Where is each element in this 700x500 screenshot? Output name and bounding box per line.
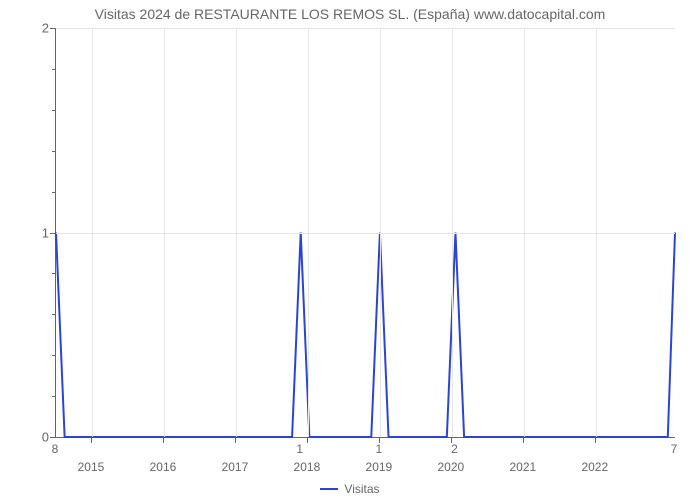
y-minor-tick — [52, 355, 55, 356]
y-tick-label: 2 — [9, 21, 49, 36]
data-point-label: 8 — [52, 442, 59, 456]
legend-label: Visitas — [344, 482, 379, 496]
x-tick-mark — [523, 438, 524, 443]
y-gridline — [56, 233, 675, 234]
y-minor-tick — [52, 192, 55, 193]
chart-title: Visitas 2024 de RESTAURANTE LOS REMOS SL… — [0, 6, 700, 22]
y-tick-mark — [50, 233, 55, 234]
y-minor-tick — [52, 396, 55, 397]
y-minor-tick — [52, 273, 55, 274]
x-tick-label: 2021 — [509, 460, 536, 474]
data-point-label: 1 — [376, 442, 383, 456]
x-tick-mark — [91, 438, 92, 443]
x-tick-label: 2019 — [366, 460, 393, 474]
y-minor-tick — [52, 69, 55, 70]
y-tick-label: 1 — [9, 225, 49, 240]
x-tick-label: 2017 — [222, 460, 249, 474]
y-minor-tick — [52, 110, 55, 111]
x-tick-mark — [307, 438, 308, 443]
x-tick-label: 2015 — [78, 460, 105, 474]
data-point-label: 7 — [671, 442, 678, 456]
x-tick-mark — [235, 438, 236, 443]
data-point-label: 2 — [451, 442, 458, 456]
y-tick-label: 0 — [9, 430, 49, 445]
x-tick-label: 2018 — [294, 460, 321, 474]
chart-container: Visitas 2024 de RESTAURANTE LOS REMOS SL… — [0, 0, 700, 500]
y-tick-mark — [50, 28, 55, 29]
y-minor-tick — [52, 151, 55, 152]
data-point-label: 1 — [296, 442, 303, 456]
x-tick-mark — [595, 438, 596, 443]
x-tick-label: 2020 — [438, 460, 465, 474]
y-tick-mark — [50, 437, 55, 438]
x-tick-label: 2016 — [150, 460, 177, 474]
y-minor-tick — [52, 314, 55, 315]
legend: Visitas — [0, 477, 700, 496]
x-tick-label: 2022 — [581, 460, 608, 474]
x-tick-mark — [163, 438, 164, 443]
y-gridline — [56, 28, 675, 29]
legend-swatch — [320, 488, 338, 490]
plot-area — [55, 28, 675, 438]
